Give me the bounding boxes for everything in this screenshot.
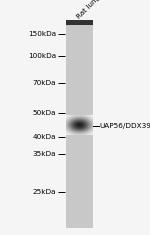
- Text: 50kDa: 50kDa: [33, 110, 56, 116]
- Bar: [66, 20, 93, 25]
- Bar: [66, 25, 93, 228]
- Text: 35kDa: 35kDa: [33, 151, 56, 157]
- Text: 40kDa: 40kDa: [33, 134, 56, 141]
- Text: 100kDa: 100kDa: [28, 53, 56, 59]
- Text: Rat lung: Rat lung: [76, 0, 102, 20]
- Text: 150kDa: 150kDa: [28, 31, 56, 37]
- Text: 25kDa: 25kDa: [33, 188, 56, 195]
- Text: UAP56/DDX39B: UAP56/DDX39B: [100, 123, 150, 129]
- Text: 70kDa: 70kDa: [33, 80, 56, 86]
